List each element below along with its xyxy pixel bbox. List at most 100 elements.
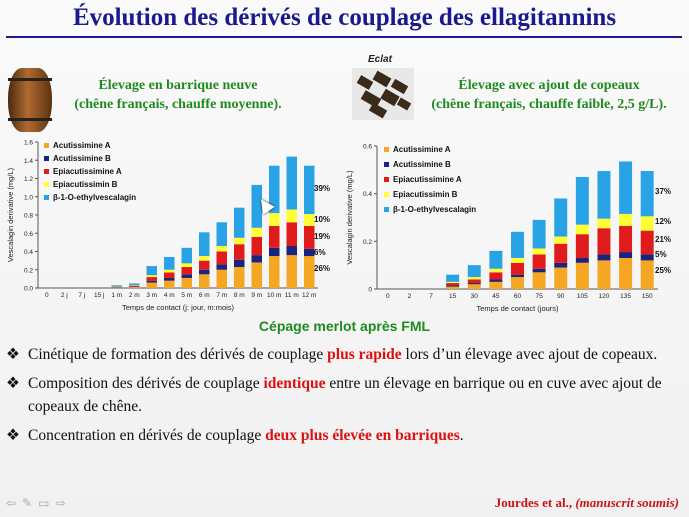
bar-segment <box>640 254 654 261</box>
slide-icon[interactable]: ▭ <box>38 496 56 510</box>
percent-label: 6% <box>314 248 326 257</box>
right-subtitle: Élevage avec ajout de copeaux (chêne fra… <box>414 76 684 114</box>
bar-segment <box>146 275 157 278</box>
y-tick-label: 0.8 <box>24 213 33 220</box>
bar-segment <box>251 227 262 237</box>
x-tick-label: 15 j <box>94 292 104 299</box>
forward-arrow-icon[interactable]: ⇨ <box>55 496 72 510</box>
bar-segment <box>129 285 140 287</box>
bar-segment <box>511 274 524 278</box>
percent-label: 10% <box>314 215 330 224</box>
bar-segment <box>304 165 315 215</box>
bar-segment <box>286 209 297 223</box>
bar-segment <box>234 259 245 268</box>
percent-label: 37% <box>655 187 671 196</box>
bar-segment <box>619 225 633 253</box>
bar-segment <box>619 252 633 259</box>
bar-segment <box>597 171 611 219</box>
legend-label: Epiacutissimin B <box>53 180 118 189</box>
bar-segment <box>619 213 633 226</box>
x-tick-label: 2 <box>408 293 412 300</box>
x-tick-label: 8 m <box>234 292 245 299</box>
x-axis-title: Temps de contact (j: jour, m:mois) <box>122 303 235 312</box>
y-tick-label: 0.2 <box>24 267 33 274</box>
bar-segment <box>532 219 546 249</box>
x-tick-label: 5 m <box>181 292 192 299</box>
bar-segment <box>199 274 210 288</box>
bar-segment <box>554 243 568 263</box>
x-tick-label: 2 j <box>61 292 68 299</box>
legend-swatch <box>44 156 49 161</box>
bar-segment <box>216 269 227 288</box>
diamond-bullet-icon: ❖ <box>6 375 20 392</box>
bar-segment <box>467 283 481 285</box>
bar-segment <box>286 255 297 288</box>
x-tick-label: 12 m <box>302 292 316 299</box>
slide-navigation: ⇦✎▭⇨ <box>6 496 72 510</box>
bar-segment <box>269 165 280 214</box>
bar-segment <box>181 263 192 268</box>
bar-segment <box>446 286 460 289</box>
bar-segment <box>446 281 460 284</box>
x-tick-label: 11 m <box>285 292 299 299</box>
bar-segment <box>532 248 546 255</box>
bar-segment <box>489 272 503 280</box>
x-tick-label: 0 <box>45 292 49 299</box>
pen-icon[interactable]: ✎ <box>22 496 39 510</box>
legend-label: Epiacutissimin B <box>393 190 458 199</box>
y-tick-label: 0.4 <box>24 249 33 256</box>
legend-swatch <box>384 147 389 152</box>
legend-swatch <box>384 207 389 212</box>
bar-segment <box>575 234 589 259</box>
bullet-text: lors d’un élevage avec ajout de copeaux. <box>401 346 658 363</box>
bar-segment <box>554 198 568 237</box>
bar-segment <box>619 161 633 214</box>
oak-chips-image <box>352 68 414 120</box>
legend-swatch <box>384 177 389 182</box>
reference: Jourdes et al., (manuscrit soumis) <box>495 495 679 511</box>
bar-segment <box>554 267 568 289</box>
bar-segment <box>489 279 503 282</box>
bar-segment <box>164 280 175 288</box>
y-tick-label: 0.6 <box>363 144 372 151</box>
x-tick-label: 30 <box>471 293 479 300</box>
bar-segment <box>467 279 481 284</box>
back-arrow-icon[interactable]: ⇦ <box>6 496 23 510</box>
bullet-text: . <box>459 427 464 444</box>
bar-segment <box>251 255 262 263</box>
diamond-bullet-icon: ❖ <box>6 346 20 363</box>
x-tick-label: 4 m <box>164 292 175 299</box>
bar-segment <box>597 218 611 229</box>
bar-segment <box>286 222 297 247</box>
x-tick-label: 60 <box>514 293 522 300</box>
bar-segment <box>446 285 460 287</box>
x-tick-label: 6 m <box>199 292 210 299</box>
bar-segment <box>251 236 262 256</box>
bullet-highlight: plus rapide <box>327 346 402 363</box>
legend-swatch <box>44 143 49 148</box>
legend-swatch <box>44 195 49 200</box>
bar-segment <box>164 269 175 273</box>
bar-segment <box>467 265 481 278</box>
barrel-image <box>8 68 52 132</box>
bar-segment <box>304 248 315 257</box>
bar-segment <box>511 277 524 289</box>
bar-segment <box>234 237 245 245</box>
x-tick-label: 105 <box>577 293 588 300</box>
bar-segment <box>269 225 280 248</box>
bullet-item: ❖ Concentration en dérivés de couplage d… <box>6 424 682 447</box>
right-chart: 0 0.2 0.4 0.6 0 2 7 15 30 45 60 75 90 105 120 135 150 Tem… <box>340 130 680 323</box>
bar-segment <box>532 254 546 269</box>
bar-segment <box>304 225 315 249</box>
bar-segment <box>216 222 227 247</box>
bar-segment <box>575 258 589 263</box>
bar-segment <box>269 213 280 226</box>
diamond-bullet-icon: ❖ <box>6 427 20 444</box>
percent-label: 5% <box>655 250 667 259</box>
bar-segment <box>216 264 227 270</box>
bar-segment <box>181 267 192 275</box>
right-subtitle-line-2: (chêne français, chauffe faible, 2,5 g/L… <box>431 97 667 112</box>
legend-label: Acutissimine B <box>53 154 111 163</box>
bullet-item: ❖ Cinétique de formation des dérivés de … <box>6 343 682 366</box>
bar-segment <box>269 247 280 257</box>
